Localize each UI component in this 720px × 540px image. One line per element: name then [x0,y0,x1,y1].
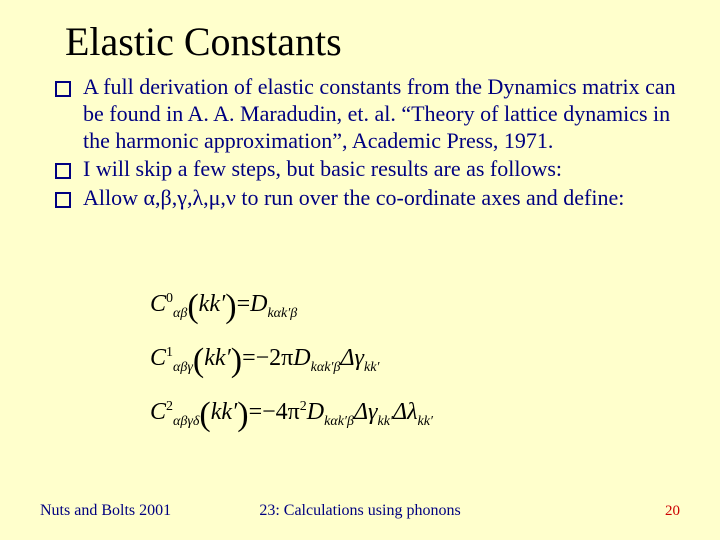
bullet-icon [55,81,71,97]
bullet-text: A full derivation of elastic constants f… [83,74,680,154]
page-number: 20 [665,503,680,520]
bullet-text: Allow α,β,γ,λ,μ,ν to run over the co-ord… [83,185,680,212]
footer-left: Nuts and Bolts 2001 [40,502,171,520]
bullet-text: I will skip a few steps, but basic resul… [83,156,680,183]
bullet-icon [55,192,71,208]
bullet-item: Allow α,β,γ,λ,μ,ν to run over the co-ord… [55,185,680,212]
equation-3: C2αβγδ(kk′)=−4π2Dkαk′βΔγkk′Δλkk′ [150,398,433,432]
slide: Elastic Constants A full derivation of e… [0,0,720,540]
bullet-item: I will skip a few steps, but basic resul… [55,156,680,183]
bullet-icon [55,163,71,179]
equations-block: C0αβ(kk′)=Dkαk′β C1αβγ(kk′)=−2πDkαk′βΔγk… [150,290,433,452]
equation-2: C1αβγ(kk′)=−2πDkαk′βΔγkk′ [150,344,433,378]
slide-footer: Nuts and Bolts 2001 23: Calculations usi… [40,502,680,520]
slide-body: A full derivation of elastic constants f… [55,74,680,214]
equation-1: C0αβ(kk′)=Dkαk′β [150,290,433,324]
bullet-item: A full derivation of elastic constants f… [55,74,680,154]
footer-center: 23: Calculations using phonons [259,502,460,520]
slide-title: Elastic Constants [65,18,342,65]
